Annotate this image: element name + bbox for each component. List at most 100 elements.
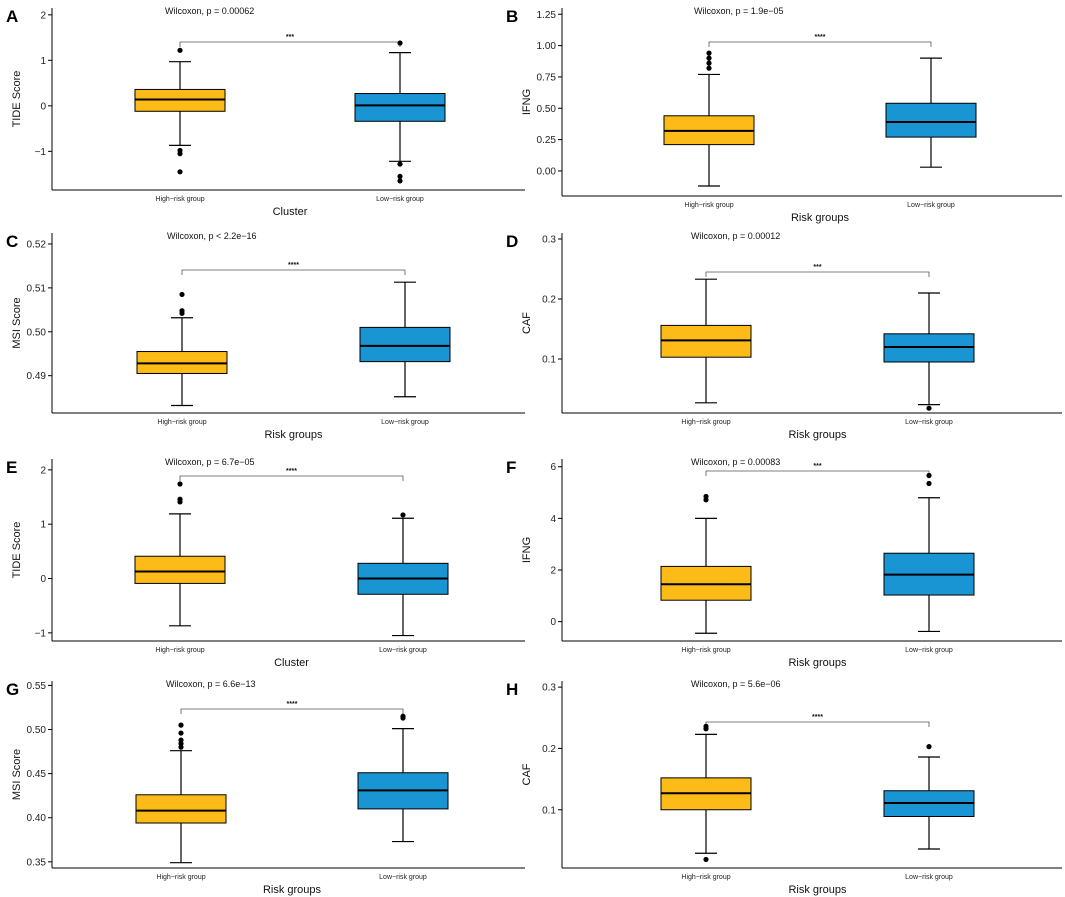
panel-letter: C — [6, 232, 18, 251]
y-tick-label: 0 — [40, 574, 46, 585]
panel-letter: B — [506, 7, 518, 26]
outlier-point — [397, 161, 403, 167]
x-tick-label: Low−risk group — [379, 647, 427, 654]
test-label: Wilcoxon, p = 0.00012 — [691, 231, 780, 241]
y-tick-label: 0.52 — [27, 239, 47, 250]
y-tick-label: 0.3 — [542, 235, 556, 246]
y-tick-label: 0.25 — [537, 135, 557, 146]
x-tick-label: High−risk group — [156, 874, 205, 881]
significance-label: **** — [812, 714, 823, 721]
significance-bracket — [705, 271, 930, 277]
x-tick-label: High−risk group — [684, 202, 733, 209]
significance-bracket — [179, 475, 404, 481]
outlier-point — [703, 493, 709, 500]
outlier-point — [926, 744, 932, 750]
outlier-point — [400, 713, 406, 719]
box-low-risk — [357, 512, 449, 637]
panel-b: B 0.00 0.25 0.50 0.75 1.00 1.25 IFNG Wilcoxon, p… — [506, 6, 1062, 224]
box-low-risk — [883, 472, 975, 633]
box-high-risk — [134, 47, 226, 175]
box-high-risk — [134, 481, 226, 627]
outlier-point — [177, 151, 183, 157]
test-label: Wilcoxon, p < 2.2e−16 — [167, 231, 257, 241]
outlier-point — [178, 730, 184, 736]
y-axis-title: CAF — [521, 763, 533, 785]
y-tick-label: 6 — [550, 462, 556, 473]
outlier-point — [926, 480, 932, 487]
y-tick-label: 2 — [40, 465, 46, 476]
box-high-risk — [660, 723, 752, 863]
panel-letter: E — [6, 458, 17, 477]
x-tick-label: High−risk group — [155, 196, 204, 203]
outlier-point — [926, 405, 932, 411]
significance-label: *** — [813, 463, 821, 470]
panel-a: A −1 0 1 2 TIDE Score Wilcoxon, p = 0.00062 ***… — [6, 6, 525, 218]
y-axis-title: MSI Score — [11, 749, 23, 800]
x-tick-label: Low−risk group — [905, 647, 953, 654]
box-low-risk — [359, 281, 451, 398]
y-tick-label: 1.00 — [537, 41, 557, 52]
outlier-point — [177, 496, 183, 502]
panels: A −1 0 1 2 TIDE Score Wilcoxon, p = 0.00062 ***… — [6, 6, 1062, 896]
x-tick-label: Low−risk group — [376, 196, 424, 203]
x-axis-title: Risk groups — [788, 657, 847, 669]
y-axis-title: MSI Score — [11, 297, 23, 348]
test-label: Wilcoxon, p = 5.6e−06 — [691, 679, 781, 689]
outlier-point — [397, 173, 403, 179]
y-tick-label: 4 — [550, 514, 556, 525]
significance-label: **** — [288, 262, 299, 269]
panel-letter: F — [506, 458, 516, 477]
outlier-point — [706, 65, 712, 71]
y-tick-label: 0.35 — [27, 857, 47, 868]
y-tick-label: 0.00 — [537, 166, 557, 177]
outlier-point — [706, 50, 712, 56]
box-high-risk — [135, 722, 227, 864]
panel-letter: D — [506, 232, 518, 251]
significance-label: **** — [286, 468, 297, 475]
x-tick-label: High−risk group — [155, 647, 204, 654]
y-tick-label: 0.40 — [27, 813, 47, 824]
outlier-point — [703, 723, 709, 729]
panel-h: H 0.1 0.2 0.3 CAF Wilcoxon, p = 5.6e−06 **** Hi… — [506, 679, 1062, 896]
box-iqr — [885, 102, 977, 138]
test-label: Wilcoxon, p = 0.00083 — [691, 457, 780, 467]
y-axis-title: TIDE Score — [11, 522, 23, 579]
outlier-point — [706, 55, 712, 61]
y-tick-label: 0.50 — [27, 327, 47, 338]
test-label: Wilcoxon, p = 6.7e−05 — [165, 457, 255, 467]
box-high-risk — [663, 50, 755, 187]
test-label: Wilcoxon, p = 0.00062 — [165, 6, 254, 16]
significance-label: **** — [287, 701, 298, 708]
outlier-point — [179, 308, 185, 314]
test-label: Wilcoxon, p = 1.9e−05 — [694, 6, 784, 16]
x-tick-label: High−risk group — [681, 419, 730, 426]
x-axis-title: Risk groups — [788, 884, 847, 896]
y-tick-label: 0 — [550, 617, 556, 628]
y-tick-label: 0.49 — [27, 371, 47, 382]
box-low-risk — [885, 57, 977, 168]
box-high-risk — [660, 278, 752, 404]
test-label: Wilcoxon, p = 6.6e−13 — [166, 679, 256, 689]
box-low-risk — [883, 292, 975, 411]
y-tick-label: 0.50 — [537, 104, 557, 115]
y-tick-label: 0.2 — [542, 295, 556, 306]
box-iqr — [135, 794, 227, 824]
box-low-risk — [354, 40, 446, 184]
y-tick-label: 0.45 — [27, 769, 47, 780]
outlier-point — [177, 169, 183, 175]
panel-letter: H — [506, 680, 518, 699]
panel-c: C 0.49 0.50 0.51 0.52 MSI Score Wilcoxon, p < … — [6, 231, 525, 441]
y-tick-label: 0.2 — [542, 744, 556, 755]
panel-letter: G — [6, 680, 19, 699]
outlier-point — [400, 512, 406, 518]
outlier-point — [397, 40, 403, 46]
x-axis-title: Cluster — [273, 206, 308, 218]
y-tick-label: 0 — [40, 101, 46, 112]
x-axis-title: Cluster — [274, 657, 309, 669]
y-tick-label: 0.75 — [537, 72, 557, 83]
panel-d: D 0.1 0.2 0.3 CAF Wilcoxon, p = 0.00012 *** Hig… — [506, 231, 1062, 441]
outlier-point — [178, 737, 184, 743]
outlier-point — [177, 481, 183, 487]
x-tick-label: Low−risk group — [379, 874, 427, 881]
